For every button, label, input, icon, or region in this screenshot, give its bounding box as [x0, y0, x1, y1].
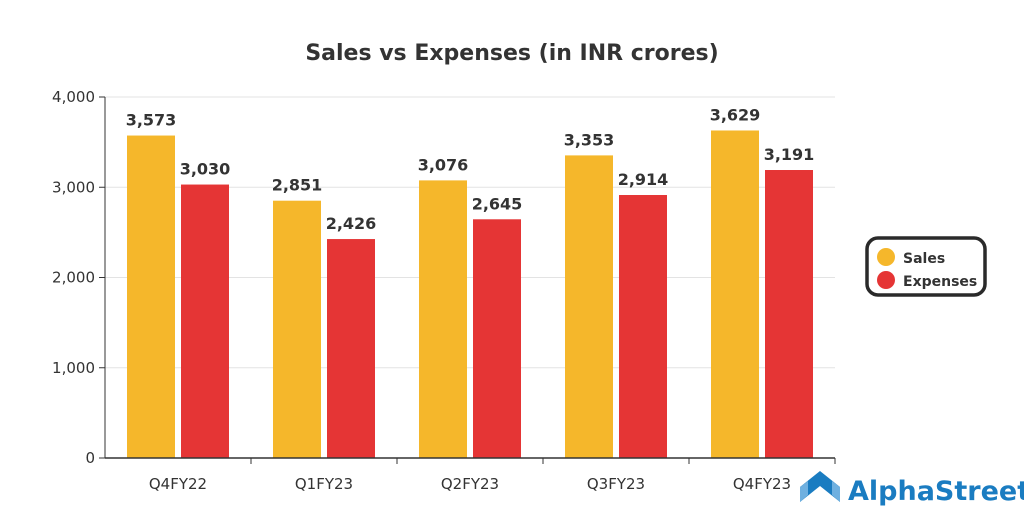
y-tick-label: 4,000 — [52, 88, 95, 106]
x-tick-label: Q2FY23 — [441, 475, 499, 493]
data-label: 2,851 — [272, 176, 323, 195]
y-tick-label: 2,000 — [52, 269, 95, 287]
y-tick-label: 0 — [85, 449, 95, 467]
bar-sales — [273, 200, 321, 458]
bar-expenses — [619, 195, 667, 458]
bar-sales — [419, 180, 467, 459]
legend-expenses-swatch — [877, 271, 895, 289]
logo-chevron-icon — [800, 471, 840, 502]
data-label: 3,030 — [180, 160, 231, 179]
legend-box — [865, 236, 987, 297]
y-tick-label: 1,000 — [52, 359, 95, 377]
legend-sales-swatch — [877, 248, 895, 266]
alphastreet-logo: AlphaStreet — [800, 471, 1024, 507]
bar-sales — [127, 135, 175, 458]
bar-expenses — [327, 239, 375, 458]
legend-expenses-label: Expenses — [903, 274, 977, 290]
legend-sales-label: Sales — [903, 251, 945, 267]
bar-sales — [711, 130, 759, 458]
y-tick-label: 3,000 — [52, 178, 95, 196]
bar-expenses — [765, 170, 813, 458]
data-label: 3,191 — [764, 145, 815, 164]
logo-text: AlphaStreet — [848, 476, 1024, 507]
x-tick-label: Q4FY22 — [149, 475, 207, 493]
bar-expenses — [181, 184, 229, 459]
data-label: 2,426 — [326, 214, 377, 233]
data-label: 3,629 — [710, 105, 761, 124]
bar-sales — [565, 155, 613, 458]
data-label: 2,914 — [618, 170, 669, 189]
bar-expenses — [473, 219, 521, 458]
x-tick-label: Q4FY23 — [733, 475, 791, 493]
x-tick-label: Q3FY23 — [587, 475, 645, 493]
legend: Sales Expenses — [865, 236, 987, 297]
data-label: 3,353 — [564, 130, 615, 149]
data-label: 3,076 — [418, 155, 469, 174]
chart-title: Sales vs Expenses (in INR crores) — [305, 41, 718, 66]
data-label: 2,645 — [472, 194, 523, 213]
data-label: 3,573 — [126, 111, 177, 130]
x-tick-label: Q1FY23 — [295, 475, 353, 493]
